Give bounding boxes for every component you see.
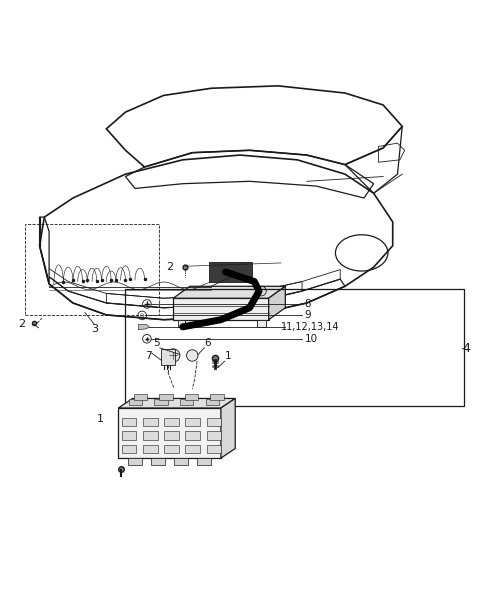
Circle shape xyxy=(167,349,180,362)
Polygon shape xyxy=(178,320,185,327)
Polygon shape xyxy=(257,320,266,327)
Bar xyxy=(197,458,211,465)
Text: 3: 3 xyxy=(91,324,98,335)
Text: 7: 7 xyxy=(145,351,152,361)
Bar xyxy=(206,399,219,405)
Bar xyxy=(164,445,179,453)
Polygon shape xyxy=(173,298,269,320)
Polygon shape xyxy=(138,324,149,330)
Bar xyxy=(174,458,188,465)
Bar xyxy=(206,431,221,440)
Bar xyxy=(122,418,136,426)
Bar xyxy=(129,399,142,405)
Bar xyxy=(210,394,224,400)
Bar xyxy=(164,418,179,426)
Bar xyxy=(209,262,252,282)
Bar xyxy=(143,445,157,453)
Text: 5: 5 xyxy=(153,338,160,348)
Polygon shape xyxy=(173,286,285,298)
Bar xyxy=(128,458,142,465)
Text: 2: 2 xyxy=(166,262,173,272)
Bar xyxy=(143,418,157,426)
Bar xyxy=(185,445,200,453)
Bar xyxy=(206,418,221,426)
Bar xyxy=(143,431,157,440)
Bar xyxy=(164,431,179,440)
Bar xyxy=(122,431,136,440)
Bar xyxy=(122,445,136,453)
Bar xyxy=(125,288,464,405)
Bar xyxy=(159,394,172,400)
Text: 10: 10 xyxy=(304,334,318,344)
Text: 2: 2 xyxy=(18,319,25,330)
Bar xyxy=(185,431,200,440)
Text: 11,12,13,14: 11,12,13,14 xyxy=(281,322,339,332)
Bar xyxy=(185,418,200,426)
Bar xyxy=(161,349,175,365)
Text: 1: 1 xyxy=(97,414,104,424)
Text: 6: 6 xyxy=(204,338,211,348)
Bar xyxy=(151,458,165,465)
Text: 8: 8 xyxy=(304,299,311,309)
Bar xyxy=(25,224,159,315)
Text: 4: 4 xyxy=(462,342,470,355)
Circle shape xyxy=(187,350,198,361)
Bar xyxy=(206,445,221,453)
Bar xyxy=(155,399,168,405)
Text: 9: 9 xyxy=(304,310,311,321)
Bar xyxy=(133,394,147,400)
Polygon shape xyxy=(221,398,235,458)
Polygon shape xyxy=(118,408,221,458)
Polygon shape xyxy=(118,398,235,408)
Text: 1: 1 xyxy=(225,351,231,361)
Polygon shape xyxy=(269,286,285,320)
Bar xyxy=(185,394,198,400)
Bar xyxy=(180,399,193,405)
